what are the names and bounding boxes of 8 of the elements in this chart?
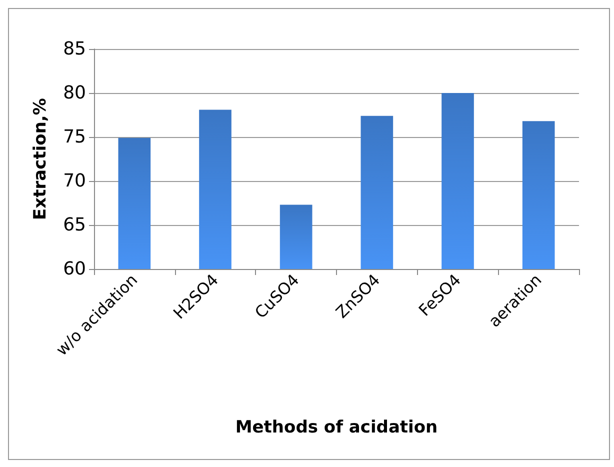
x-axis-title: Methods of acidation	[235, 418, 438, 438]
y-tick-label: 70	[63, 170, 86, 192]
y-tick-label: 85	[63, 38, 86, 60]
y-axis-title: Extraction,%	[30, 98, 50, 220]
y-tick-label: 80	[63, 82, 86, 104]
y-tick-label: 65	[63, 214, 86, 236]
y-tick-label: 75	[63, 126, 86, 148]
y-tick-label: 60	[63, 258, 86, 280]
